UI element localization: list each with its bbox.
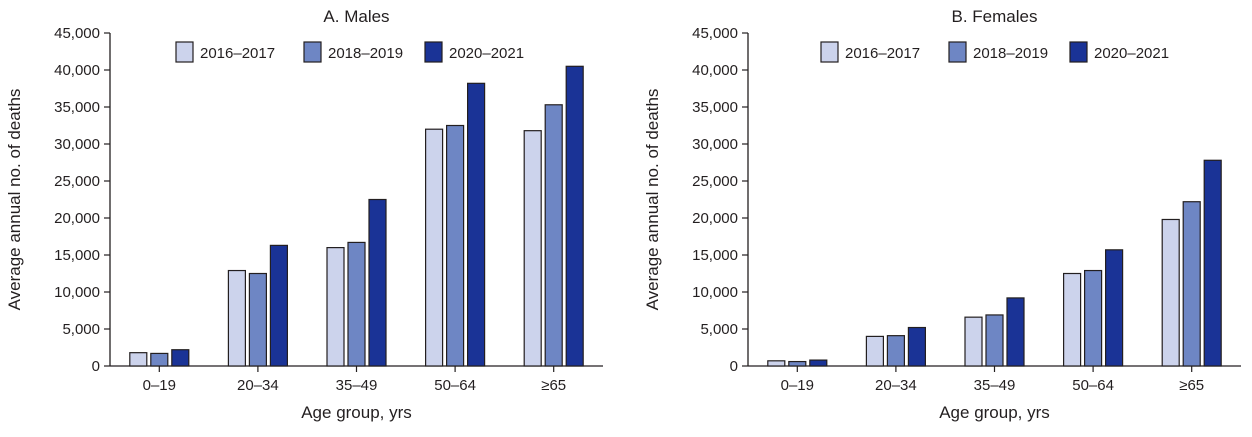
y-tick-label: 25,000 bbox=[692, 173, 738, 190]
legend-swatch bbox=[303, 41, 322, 63]
x-tick-label: 0–19 bbox=[781, 377, 814, 394]
bar-20182019-3 bbox=[446, 124, 465, 367]
x-axis-title: Age group, yrs bbox=[939, 403, 1050, 422]
chart-panel-males: A. Males 0 5,000 10,000 15,000 20,000 25,000 30… bbox=[5, 7, 603, 422]
legend-swatch bbox=[1069, 41, 1088, 63]
y-tick-label: 40,000 bbox=[692, 62, 738, 79]
legend-label: 2020–2021 bbox=[449, 45, 524, 62]
y-tick-label: 20,000 bbox=[692, 210, 738, 227]
legend-label: 2020–2021 bbox=[1094, 45, 1169, 62]
bar-20162017-4 bbox=[1161, 218, 1180, 367]
legend-swatch bbox=[175, 41, 194, 63]
x-tick-label: ≥65 bbox=[541, 377, 566, 394]
y-axis-title: Average annual no. of deaths bbox=[5, 89, 24, 311]
bar-20162017-2 bbox=[326, 247, 345, 367]
bar-20182019-2 bbox=[347, 241, 366, 367]
y-tick-label: 45,000 bbox=[54, 25, 100, 42]
x-tick-label: 20–34 bbox=[875, 377, 917, 394]
legend-label: 2018–2019 bbox=[328, 45, 403, 62]
bar-20202021-4 bbox=[565, 65, 584, 367]
y-tick-label: 5,000 bbox=[700, 321, 738, 338]
y-tick-label: 25,000 bbox=[54, 173, 100, 190]
x-tick-label: 35–49 bbox=[974, 377, 1016, 394]
bar-20162017-3 bbox=[1062, 272, 1082, 367]
y-tick-label: 20,000 bbox=[54, 210, 100, 227]
x-tick-label: 50–64 bbox=[1072, 377, 1114, 394]
bar-20202021-0 bbox=[171, 349, 190, 367]
y-tick-label: 40,000 bbox=[54, 62, 100, 79]
bar-20182019-0 bbox=[150, 352, 169, 367]
legend-label: 2016–2017 bbox=[200, 45, 275, 62]
bar-20182019-4 bbox=[544, 104, 563, 367]
bar-20182019-2 bbox=[985, 314, 1004, 367]
y-tick-label: 0 bbox=[730, 358, 738, 375]
y-tick-label: 15,000 bbox=[692, 247, 738, 264]
bar-20202021-3 bbox=[467, 82, 486, 367]
x-tick-label: 35–49 bbox=[336, 377, 378, 394]
y-tick-label: 35,000 bbox=[54, 99, 100, 116]
bar-20202021-2 bbox=[368, 198, 387, 367]
legend-swatch bbox=[820, 41, 839, 63]
bar-20162017-1 bbox=[865, 335, 885, 367]
legend-label: 2016–2017 bbox=[845, 45, 920, 62]
y-tick-label: 45,000 bbox=[692, 25, 738, 42]
chart-panel-females: B. Females 0 5,000 10,000 15,000 20,000 25,000… bbox=[643, 7, 1241, 422]
legend-label: 2018–2019 bbox=[973, 45, 1048, 62]
y-tick-label: 0 bbox=[92, 358, 100, 375]
legend: 2016–2017 2018–2019 2020–2021 bbox=[175, 41, 524, 63]
x-tick-label: 50–64 bbox=[434, 377, 476, 394]
bar-20182019-1 bbox=[886, 335, 906, 367]
bar-20162017-0 bbox=[767, 360, 786, 367]
y-tick-label: 30,000 bbox=[692, 136, 738, 153]
y-axis-title: Average annual no. of deaths bbox=[643, 89, 662, 311]
y-tick-label: 10,000 bbox=[54, 284, 100, 301]
y-tick-label: 10,000 bbox=[692, 284, 738, 301]
y-tick-label: 5,000 bbox=[62, 321, 100, 338]
x-axis-title: Age group, yrs bbox=[301, 403, 412, 422]
bar-20182019-3 bbox=[1083, 269, 1103, 367]
y-tick-label: 30,000 bbox=[54, 136, 100, 153]
x-tick-label: 20–34 bbox=[237, 377, 279, 394]
bar-20202021-0 bbox=[809, 359, 828, 367]
x-tick-label: 0–19 bbox=[143, 377, 176, 394]
chart-title: B. Females bbox=[952, 7, 1038, 26]
legend-swatch bbox=[424, 41, 443, 63]
x-tick-label: ≥65 bbox=[1179, 377, 1204, 394]
bar-20202021-4 bbox=[1203, 159, 1222, 367]
bar-20202021-2 bbox=[1006, 297, 1025, 367]
bar-20202021-1 bbox=[907, 326, 927, 367]
bar-20162017-1 bbox=[227, 269, 246, 367]
bar-20182019-0 bbox=[788, 360, 807, 367]
bar-20202021-3 bbox=[1104, 249, 1124, 367]
legend-swatch bbox=[948, 41, 967, 63]
bar-20162017-0 bbox=[129, 352, 148, 367]
bar-20182019-4 bbox=[1182, 201, 1201, 367]
bar-20202021-1 bbox=[269, 244, 288, 367]
bar-20162017-2 bbox=[964, 316, 983, 367]
legend: 2016–2017 2018–2019 2020–2021 bbox=[820, 41, 1169, 63]
bar-20162017-3 bbox=[425, 128, 444, 367]
y-tick-label: 15,000 bbox=[54, 247, 100, 264]
bar-20162017-4 bbox=[523, 130, 542, 367]
y-tick-label: 35,000 bbox=[692, 99, 738, 116]
chart-title: A. Males bbox=[323, 7, 389, 26]
bar-20182019-1 bbox=[248, 272, 267, 367]
